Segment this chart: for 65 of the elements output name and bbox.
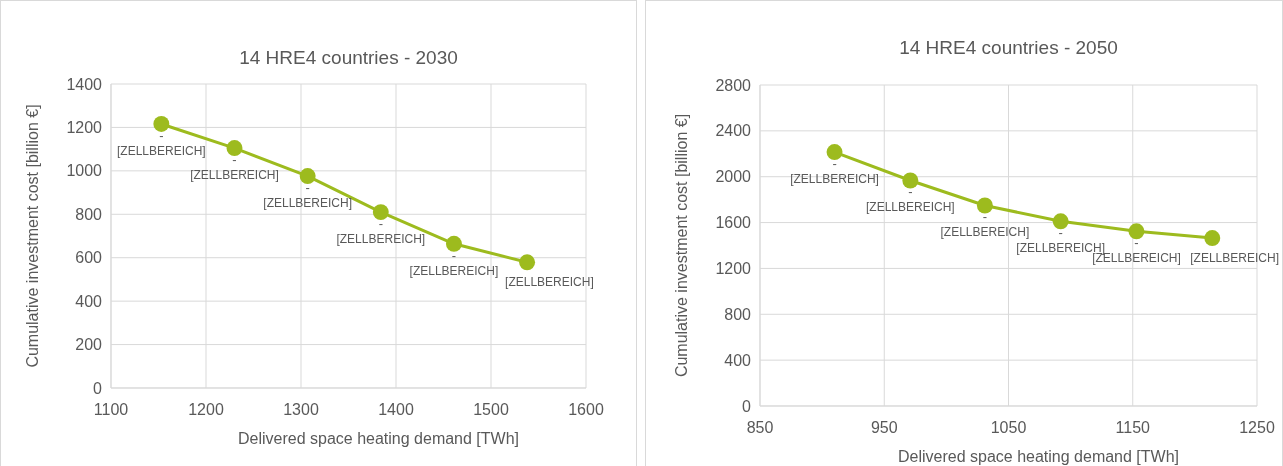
annotation: - [832,156,837,172]
data-label: [ZELLBEREICH] [1190,251,1279,266]
point [1052,213,1069,230]
data-label: [ZELLBEREICH] [263,196,352,211]
x-tick-label: 950 [870,419,898,436]
y-tick-label: 0 [93,379,103,397]
data-label: [ZELLBEREICH] [336,232,426,247]
x-tick-label: 1150 [1115,419,1151,436]
y-tick-label: 2000 [715,168,752,186]
annotation: - [159,127,164,143]
data-label: [ZELLBEREICH] [117,143,206,158]
x-tick-label: 1050 [990,419,1027,436]
annotation: - [305,180,310,196]
chart-title: 14 HRE4 countries - 2030 [239,47,458,68]
point [826,144,843,161]
y-tick-label: 200 [75,336,103,354]
x-tick-label: 1300 [283,401,319,418]
y-tick-label: 800 [724,305,752,323]
point [299,168,316,185]
x-axis-title: Delivered space heating demand [TWh] [237,430,520,447]
point [372,204,389,221]
annotation: - [451,247,457,263]
annotation: - [378,216,383,232]
data-label: [ZELLBEREICH] [865,200,955,215]
y-tick-label: 1600 [715,214,752,232]
point [1204,230,1221,247]
y-tick-label: 0 [742,397,752,415]
y-tick-label: 600 [75,249,103,267]
point [226,140,243,157]
annotation: - [1058,225,1063,241]
y-tick-label: 1200 [715,260,752,278]
point [445,235,462,252]
data-label: [ZELLBEREICH] [190,168,279,183]
y-axis-title: Cumulative investment cost [billion €] [673,113,690,378]
x-tick-label: 850 [746,419,774,436]
y-tick-label: 400 [724,351,752,369]
x-tick-label: 1400 [378,401,414,418]
x-tick-label: 1100 [93,401,129,418]
y-tick-label: 400 [75,292,103,310]
x-tick-label: 1500 [473,401,509,418]
data-label: [ZELLBEREICH] [940,225,1030,240]
y-tick-label: 1400 [66,75,103,93]
y-tick-label: 2800 [715,76,752,94]
data-label: [ZELLBEREICH] [505,275,594,290]
point [153,115,170,132]
point [976,197,993,214]
y-axis-title: Cumulative investment cost [billion €] [24,104,41,368]
y-tick-label: 2400 [715,122,752,140]
x-axis-title: Delivered space heating demand [TWh] [897,448,1180,465]
x-tick-label: 1250 [1239,419,1275,436]
chart-title: 14 HRE4 countries - 2050 [899,37,1118,58]
annotation: - [1134,235,1139,251]
point [1128,223,1145,240]
annotation: - [232,152,237,168]
point [902,172,919,189]
x-tick-label: 1200 [188,401,224,418]
annotation: - [908,184,913,200]
y-tick-label: 1200 [66,119,103,137]
point [519,254,536,271]
data-label: [ZELLBEREICH] [790,172,879,187]
data-label: [ZELLBEREICH] [409,263,499,278]
y-tick-label: 1000 [66,162,103,180]
annotation: - [982,209,988,225]
x-tick-label: 1600 [568,401,604,418]
y-tick-label: 800 [75,205,103,223]
